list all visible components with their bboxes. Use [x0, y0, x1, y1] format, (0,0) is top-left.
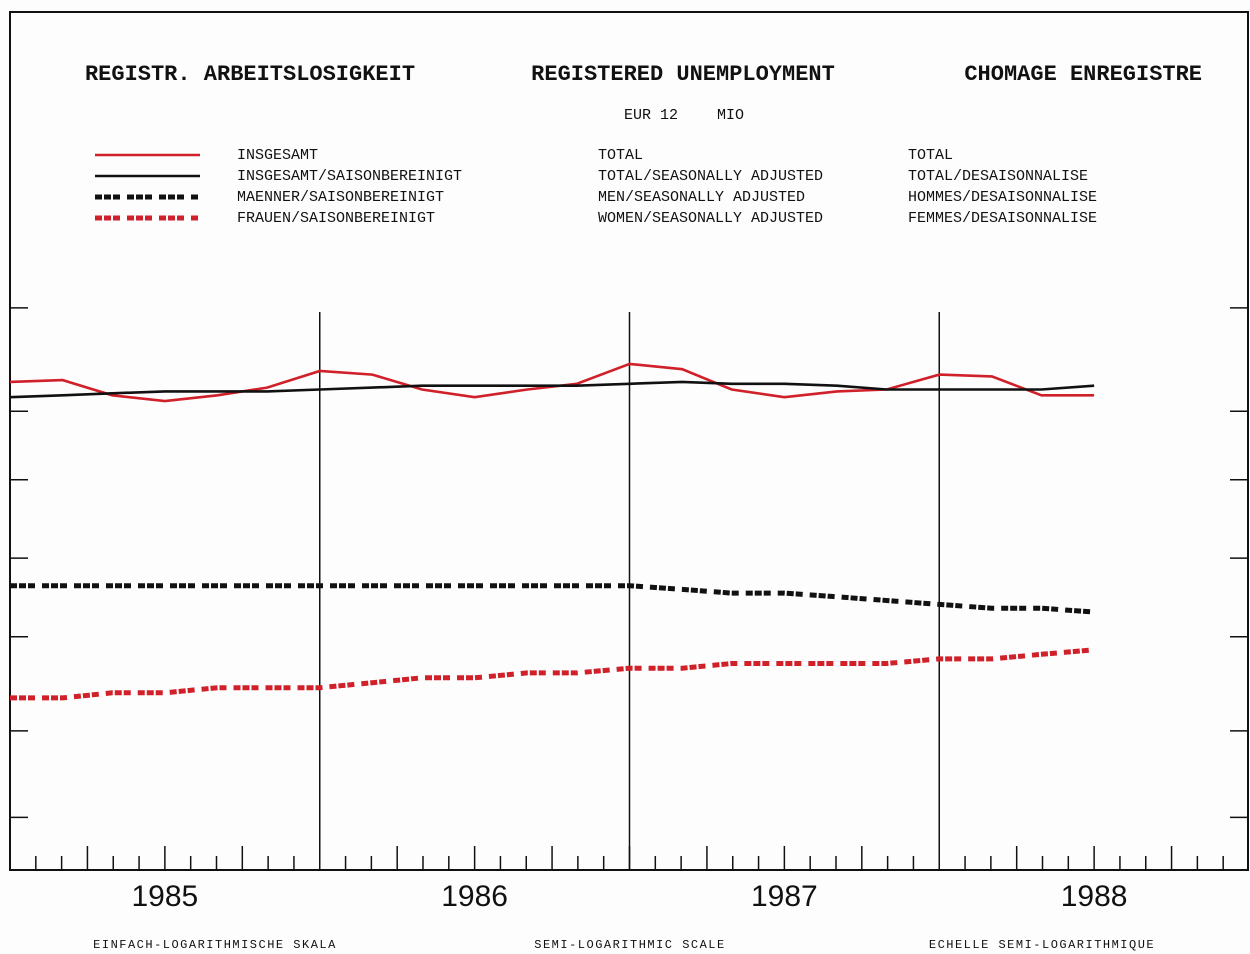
footer-note: EINFACH-LOGARITHMISCHE SKALA	[93, 938, 337, 952]
legend-label: INSGESAMT	[237, 147, 318, 164]
legend-label: FEMMES/DESAISONNALISE	[908, 210, 1097, 227]
series-line	[10, 647, 1095, 701]
legend-label: FRAUEN/SAISONBEREINIGT	[237, 210, 435, 227]
chart-title: CHOMAGE ENREGISTRE	[964, 62, 1202, 87]
legend-label: MEN/SEASONALLY ADJUSTED	[598, 189, 805, 206]
series-line	[9, 362, 1095, 403]
x-tick-label: 1988	[1061, 880, 1128, 913]
chart-title: REGISTERED UNEMPLOYMENT	[531, 62, 835, 87]
x-tick-label: 1986	[441, 880, 508, 913]
series-line	[9, 380, 1095, 399]
legend-label: TOTAL	[908, 147, 953, 164]
legend-label: INSGESAMT/SAISONBEREINIGT	[237, 168, 462, 185]
footer-note: ECHELLE SEMI-LOGARITHMIQUE	[929, 938, 1155, 952]
subtitle: MIO	[717, 107, 744, 124]
x-tick-label: 1987	[751, 880, 818, 913]
x-tick-label: 1985	[132, 880, 199, 913]
legend-label: TOTAL/SEASONALLY ADJUSTED	[598, 168, 823, 185]
legend-label: TOTAL/DESAISONNALISE	[908, 168, 1088, 185]
chart-title: REGISTR. ARBEITSLOSIGKEIT	[85, 62, 415, 87]
legend-label: HOMMES/DESAISONNALISE	[908, 189, 1097, 206]
subtitle: EUR 12	[624, 107, 678, 124]
legend-label: TOTAL	[598, 147, 643, 164]
legend-label: WOMEN/SEASONALLY ADJUSTED	[598, 210, 823, 227]
legend-label: MAENNER/SAISONBEREINIGT	[237, 189, 444, 206]
series-line	[10, 583, 1095, 615]
footer-note: SEMI-LOGARITHMIC SCALE	[534, 938, 725, 952]
